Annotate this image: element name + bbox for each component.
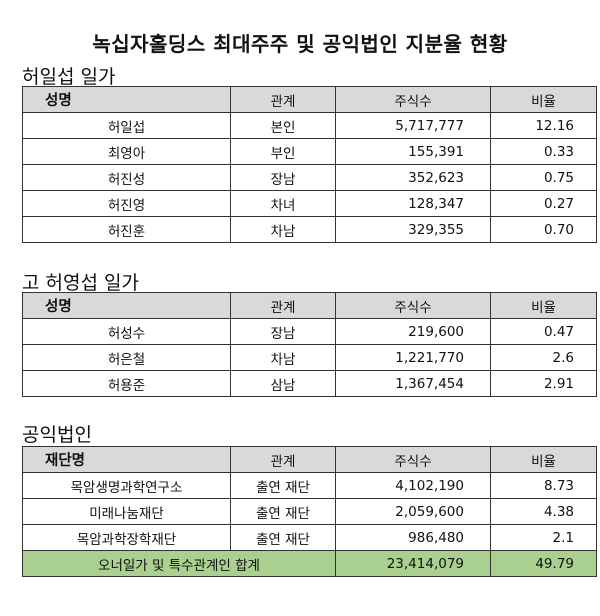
table-public-foundations: 재단명 관계 주식수 비율 목암생명과학연구소 출연 재단 4,102,190 … xyxy=(22,446,597,577)
cell-shares: 4,102,190 xyxy=(335,472,491,499)
section-heading-late-heo-yeongseop-family: 고 허영섭 일가 xyxy=(22,272,139,294)
cell-shares: 219,600 xyxy=(335,318,491,345)
column-header-name: 성명 xyxy=(22,292,231,319)
cell-relation: 삼남 xyxy=(230,370,336,397)
total-shares: 23,414,079 xyxy=(335,550,491,577)
section-heading-heo-ilseop-family: 허일섭 일가 xyxy=(22,66,116,88)
table-row: 허용준 삼남 1,367,454 2.91 xyxy=(22,370,597,397)
cell-name: 허진성 xyxy=(22,164,231,191)
cell-ratio: 2.91 xyxy=(490,370,597,397)
column-header-relation: 관계 xyxy=(230,292,336,319)
column-header-shares: 주식수 xyxy=(335,446,491,473)
table-row: 허진훈 차남 329,355 0.70 xyxy=(22,216,597,243)
cell-name: 허은철 xyxy=(22,344,231,371)
section-heading-public-foundations: 공익법인 xyxy=(22,424,92,446)
table-late-heo-yeongseop-family: 성명 관계 주식수 비율 허성수 장남 219,600 0.47 허은철 차남 … xyxy=(22,292,597,397)
cell-shares: 986,480 xyxy=(335,524,491,551)
cell-ratio: 2.6 xyxy=(490,344,597,371)
cell-ratio: 8.73 xyxy=(490,472,597,499)
cell-ratio: 0.27 xyxy=(490,190,597,217)
cell-relation: 출연 재단 xyxy=(230,472,336,499)
cell-relation: 본인 xyxy=(230,112,336,139)
cell-ratio: 12.16 xyxy=(490,112,597,139)
cell-relation: 차녀 xyxy=(230,190,336,217)
table-heo-ilseop-family: 성명 관계 주식수 비율 허일섭 본인 5,717,777 12.16 최영아 … xyxy=(22,86,597,243)
cell-relation: 장남 xyxy=(230,164,336,191)
table-row: 목암과학장학재단 출연 재단 986,480 2.1 xyxy=(22,524,597,551)
cell-relation: 차남 xyxy=(230,344,336,371)
cell-relation: 출연 재단 xyxy=(230,498,336,525)
cell-foundation-name: 목암생명과학연구소 xyxy=(22,472,231,499)
table-row: 최영아 부인 155,391 0.33 xyxy=(22,138,597,165)
column-header-shares: 주식수 xyxy=(335,86,491,113)
cell-relation: 차남 xyxy=(230,216,336,243)
cell-name: 허진훈 xyxy=(22,216,231,243)
column-header-relation: 관계 xyxy=(230,86,336,113)
table-row: 목암생명과학연구소 출연 재단 4,102,190 8.73 xyxy=(22,472,597,499)
cell-relation: 부인 xyxy=(230,138,336,165)
table-header-row: 성명 관계 주식수 비율 xyxy=(22,292,597,319)
cell-foundation-name: 미래나눔재단 xyxy=(22,498,231,525)
column-header-ratio: 비율 xyxy=(490,446,597,473)
cell-shares: 329,355 xyxy=(335,216,491,243)
total-row: 오너일가 및 특수관계인 합계 23,414,079 49.79 xyxy=(22,550,597,577)
cell-name: 허일섭 xyxy=(22,112,231,139)
cell-ratio: 0.47 xyxy=(490,318,597,345)
column-header-ratio: 비율 xyxy=(490,86,597,113)
table-row: 허성수 장남 219,600 0.47 xyxy=(22,318,597,345)
cell-name: 최영아 xyxy=(22,138,231,165)
page-title: 녹십자홀딩스 최대주주 및 공익법인 지분율 현황 xyxy=(92,32,508,56)
total-label: 오너일가 및 특수관계인 합계 xyxy=(22,550,336,577)
cell-shares: 2,059,600 xyxy=(335,498,491,525)
cell-name: 허용준 xyxy=(22,370,231,397)
table-row: 허일섭 본인 5,717,777 12.16 xyxy=(22,112,597,139)
table-row: 허진성 장남 352,623 0.75 xyxy=(22,164,597,191)
table-row: 허은철 차남 1,221,770 2.6 xyxy=(22,344,597,371)
cell-shares: 128,347 xyxy=(335,190,491,217)
table-row: 미래나눔재단 출연 재단 2,059,600 4.38 xyxy=(22,498,597,525)
total-ratio: 49.79 xyxy=(490,550,597,577)
cell-ratio: 4.38 xyxy=(490,498,597,525)
cell-ratio: 0.33 xyxy=(490,138,597,165)
cell-shares: 1,221,770 xyxy=(335,344,491,371)
cell-name: 허진영 xyxy=(22,190,231,217)
column-header-shares: 주식수 xyxy=(335,292,491,319)
cell-relation: 출연 재단 xyxy=(230,524,336,551)
cell-shares: 5,717,777 xyxy=(335,112,491,139)
cell-relation: 장남 xyxy=(230,318,336,345)
cell-shares: 155,391 xyxy=(335,138,491,165)
cell-ratio: 2.1 xyxy=(490,524,597,551)
cell-name: 허성수 xyxy=(22,318,231,345)
table-header-row: 재단명 관계 주식수 비율 xyxy=(22,446,597,473)
cell-foundation-name: 목암과학장학재단 xyxy=(22,524,231,551)
column-header-relation: 관계 xyxy=(230,446,336,473)
table-row: 허진영 차녀 128,347 0.27 xyxy=(22,190,597,217)
cell-ratio: 0.70 xyxy=(490,216,597,243)
column-header-foundation-name: 재단명 xyxy=(22,446,231,473)
cell-shares: 352,623 xyxy=(335,164,491,191)
table-header-row: 성명 관계 주식수 비율 xyxy=(22,86,597,113)
cell-shares: 1,367,454 xyxy=(335,370,491,397)
column-header-name: 성명 xyxy=(22,86,231,113)
column-header-ratio: 비율 xyxy=(490,292,597,319)
cell-ratio: 0.75 xyxy=(490,164,597,191)
